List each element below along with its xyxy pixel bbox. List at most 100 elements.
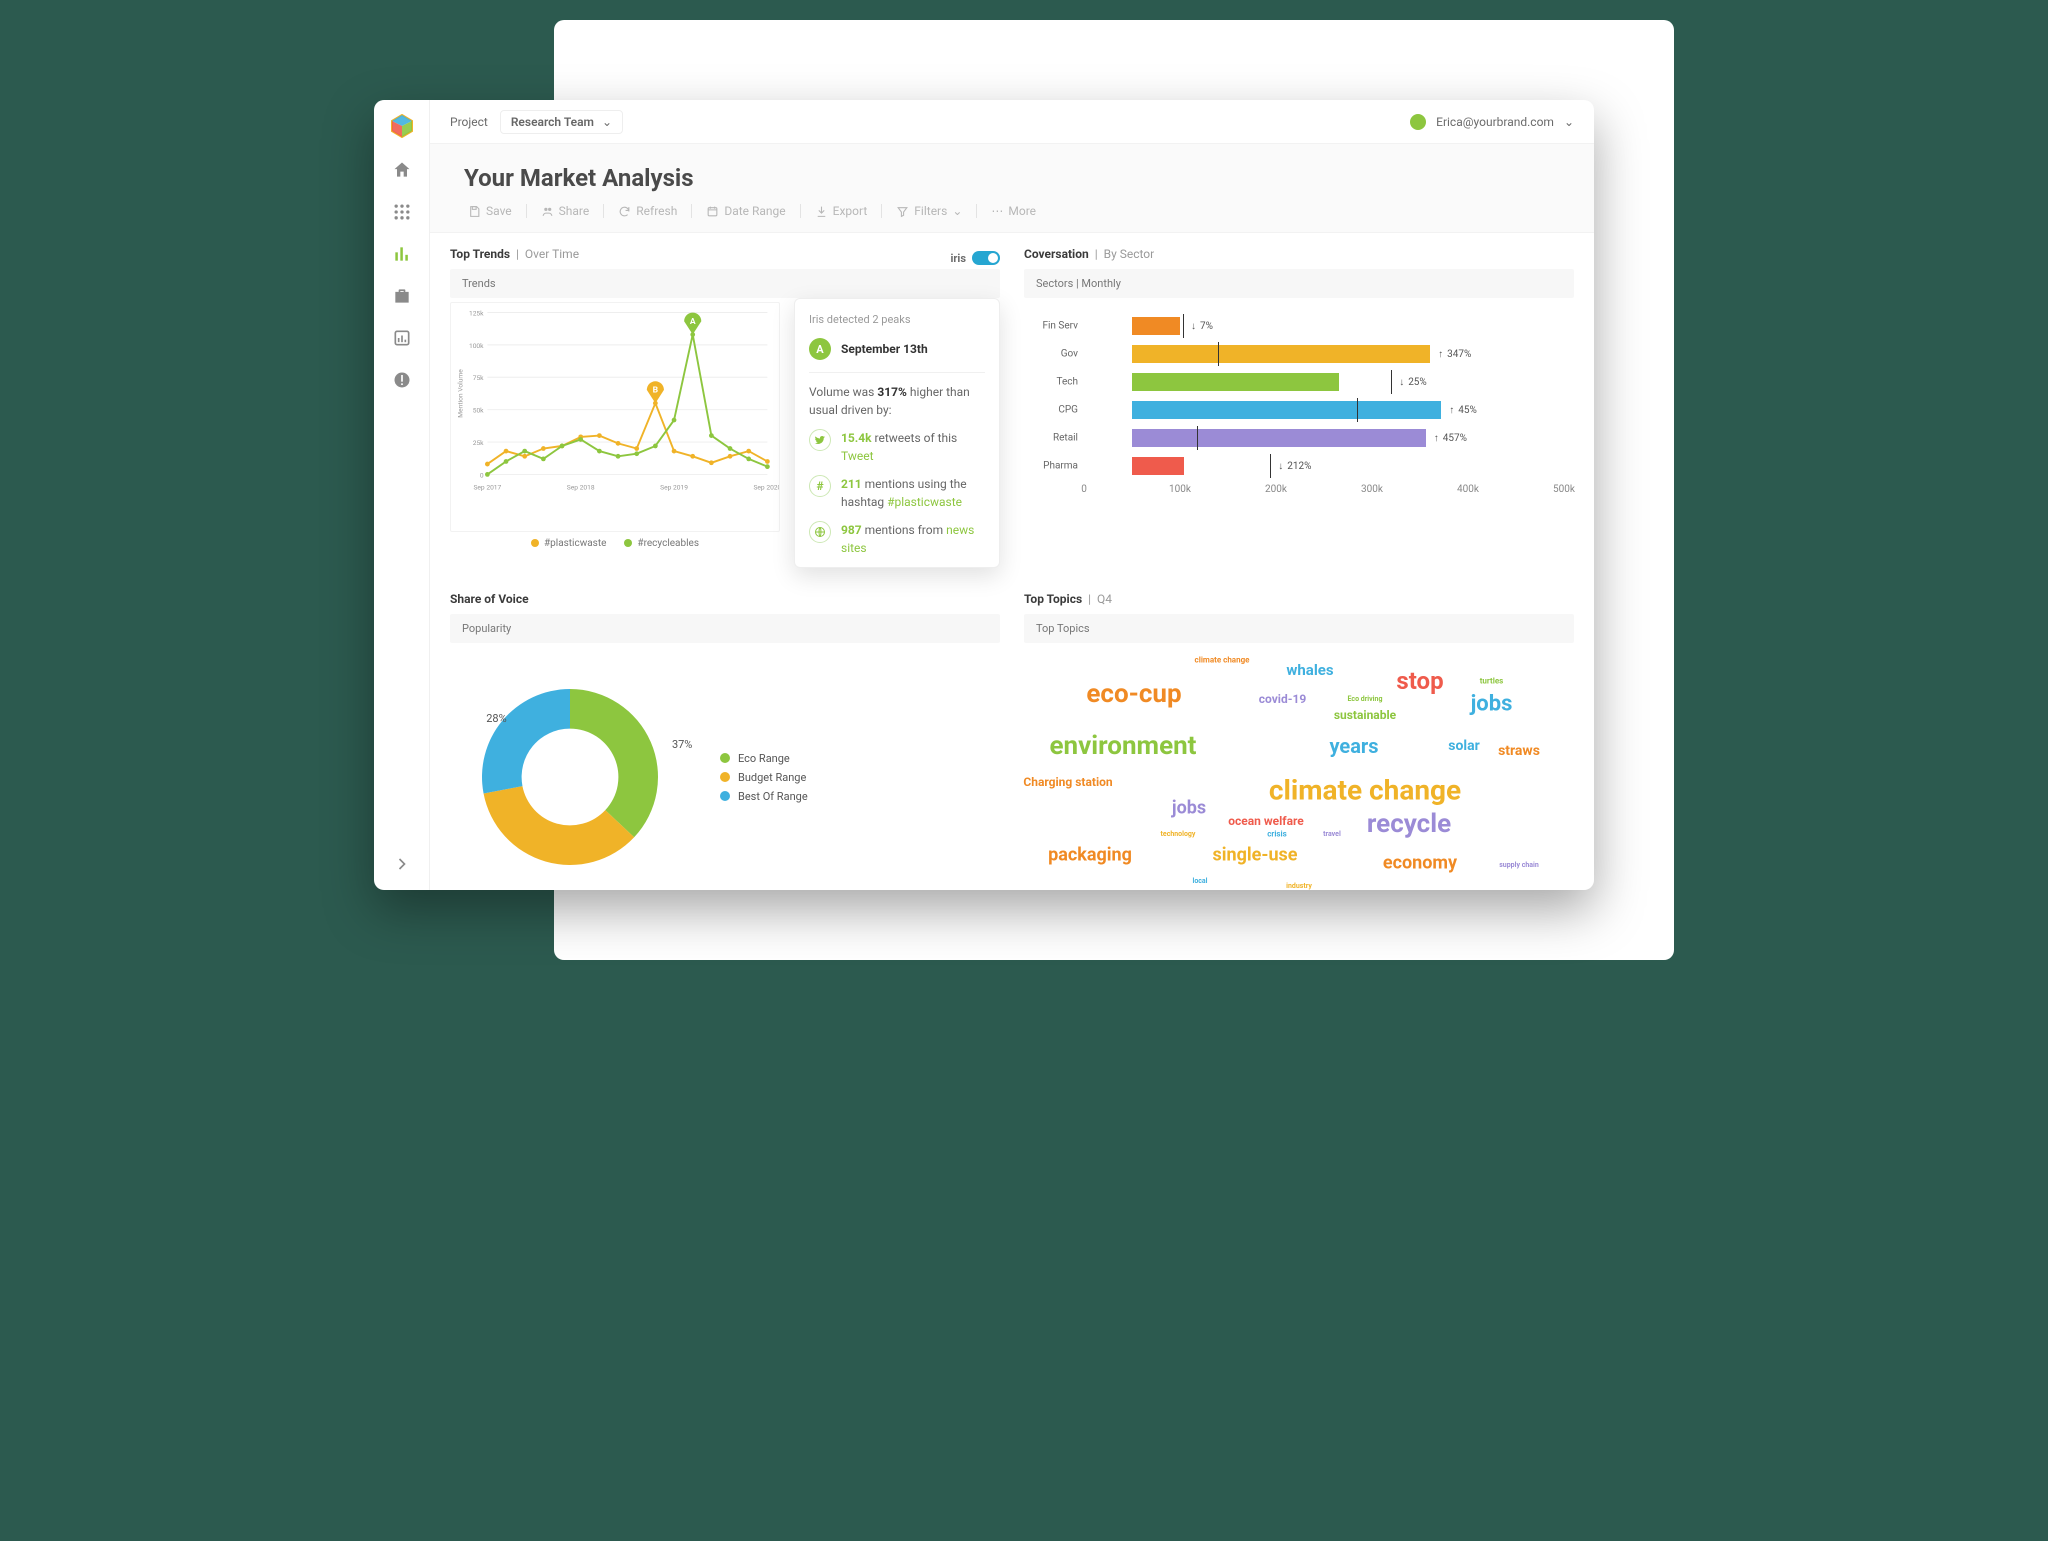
project-select-value: Research Team — [511, 115, 594, 129]
sector-bar-label: Retail — [1030, 433, 1078, 444]
app-window: Project Research Team ⌄ Erica@yourbrand.… — [374, 100, 1594, 890]
iris-link[interactable]: #plasticwaste — [887, 495, 962, 509]
wordcloud-term[interactable]: stop — [1396, 667, 1443, 695]
iris-summary: Volume was 317% higher than usual driven… — [809, 383, 985, 419]
nav-home-icon[interactable] — [392, 160, 412, 180]
trends-panel: Top Trends | Over Time iris Trends — [450, 247, 1000, 568]
sector-bar-label: Fin Serv — [1030, 321, 1078, 332]
wordcloud-term[interactable]: jobs — [1172, 798, 1206, 819]
page-header: Your Market Analysis Save Share Refresh — [430, 144, 1594, 233]
wordcloud-term[interactable]: turtles — [1480, 676, 1504, 685]
donut-legend-item: Budget Range — [720, 771, 808, 784]
wordcloud-term[interactable]: straws — [1498, 743, 1540, 759]
wordcloud-term[interactable]: environment — [1050, 731, 1197, 761]
svg-text:Sep 2020: Sep 2020 — [753, 484, 779, 492]
more-button[interactable]: ⋯ More — [987, 202, 1040, 220]
sidebar-expand-icon[interactable] — [392, 854, 412, 874]
voice-title: Share of Voice — [450, 592, 529, 606]
iris-toggle[interactable]: iris — [950, 251, 1000, 265]
svg-text:Sep 2019: Sep 2019 — [660, 484, 688, 492]
sector-bar-label: Gov — [1030, 349, 1078, 360]
donut-legend-item: Best Of Range — [720, 790, 808, 803]
share-button[interactable]: Share — [537, 202, 594, 220]
voice-legend: Eco Range Budget Range Best Of Range — [720, 746, 808, 809]
peak-badge-icon: A — [809, 338, 831, 360]
svg-text:0: 0 — [480, 471, 484, 479]
globe-icon — [809, 521, 831, 543]
project-select[interactable]: Research Team ⌄ — [500, 110, 623, 134]
user-email: Erica@yourbrand.com — [1436, 115, 1554, 129]
wordcloud-term[interactable]: years — [1329, 734, 1378, 758]
sector-subhead: Sectors | Monthly — [1024, 269, 1574, 298]
wordcloud-term[interactable]: industry — [1286, 882, 1312, 890]
sector-bar-row: CPG ↑45% — [1084, 396, 1564, 424]
iris-insight-row: 987 mentions from news sites — [809, 511, 985, 557]
filters-button[interactable]: Filters ⌄ — [892, 202, 966, 220]
sector-bar-row: Pharma ↓212% — [1084, 452, 1564, 480]
svg-text:Sep 2017: Sep 2017 — [473, 484, 501, 492]
svg-text:A: A — [690, 317, 696, 327]
trends-subtitle: Over Time — [525, 247, 579, 261]
sector-panel: Coversation | By Sector Sectors | Monthl… — [1024, 247, 1574, 568]
wordcloud-term[interactable]: whales — [1286, 661, 1333, 679]
export-button[interactable]: Export — [811, 202, 872, 220]
topics-wordcloud: climate change eco-cup environment recycle s… — [1024, 647, 1574, 890]
daterange-button[interactable]: Date Range — [702, 202, 789, 220]
wordcloud-term[interactable]: Charging station — [1023, 775, 1112, 789]
nav-alerts-icon[interactable] — [392, 370, 412, 390]
wordcloud-term[interactable]: climate change — [1269, 774, 1461, 807]
wordcloud-term[interactable]: eco-cup — [1086, 679, 1181, 709]
wordcloud-term[interactable]: technology — [1161, 830, 1196, 838]
page-title: Your Market Analysis — [464, 164, 1560, 192]
svg-text:25k: 25k — [473, 439, 484, 447]
nav-analytics-icon[interactable] — [392, 244, 412, 264]
voice-donut-chart: 37%35%28% — [460, 667, 680, 887]
hash-icon: # — [809, 475, 831, 497]
sector-bar-row: Tech ↓25% — [1084, 368, 1564, 396]
iris-link[interactable]: Tweet — [841, 449, 874, 463]
save-button[interactable]: Save — [464, 202, 516, 220]
topics-panel: Top Topics | Q4 Top Topics climate chang… — [1024, 592, 1574, 890]
wordcloud-term[interactable]: covid-19 — [1259, 692, 1306, 706]
wordcloud-term[interactable]: sustainable — [1334, 708, 1396, 722]
wordcloud-term[interactable]: local — [1192, 877, 1207, 885]
wordcloud-term[interactable]: single-use — [1212, 845, 1297, 866]
nav-apps-icon[interactable] — [392, 202, 412, 222]
wordcloud-term[interactable]: economy — [1383, 852, 1457, 873]
wordcloud-term[interactable]: climate change — [1195, 656, 1250, 665]
svg-text:50k: 50k — [473, 407, 484, 415]
iris-insight-card: Iris detected 2 peaks A September 13th V… — [794, 298, 1000, 568]
wordcloud-term[interactable]: solar — [1448, 738, 1479, 754]
wordcloud-term[interactable]: jobs — [1471, 692, 1513, 717]
topics-subtitle: Q4 — [1097, 592, 1112, 606]
legend-item: #recycleables — [624, 538, 699, 549]
refresh-button[interactable]: Refresh — [614, 202, 681, 220]
user-menu[interactable]: Erica@yourbrand.com ⌄ — [1410, 114, 1574, 130]
voice-panel: Share of Voice Popularity 37%35%28% Eco … — [450, 592, 1000, 890]
wordcloud-term[interactable]: travel — [1323, 830, 1341, 838]
sector-bar-label: Tech — [1030, 377, 1078, 388]
wordcloud-term[interactable]: recycle — [1367, 809, 1451, 839]
sector-bar-row: Fin Serv ↓7% — [1084, 312, 1564, 340]
wordcloud-term[interactable]: supply chain — [1499, 861, 1539, 869]
trends-title: Top Trends — [450, 247, 510, 261]
nav-briefcase-icon[interactable] — [392, 286, 412, 306]
chevron-down-icon: ⌄ — [602, 115, 612, 129]
nav-reports-icon[interactable] — [392, 328, 412, 348]
sector-bar-label: CPG — [1030, 405, 1078, 416]
wordcloud-term[interactable]: Eco driving — [1348, 695, 1383, 703]
topbar: Project Research Team ⌄ Erica@yourbrand.… — [430, 100, 1594, 144]
wordcloud-term[interactable]: ocean welfare — [1228, 814, 1304, 828]
dots-icon: ⋯ — [991, 204, 1003, 218]
sidebar — [374, 100, 430, 890]
sector-bar-row: Retail ↑457% — [1084, 424, 1564, 452]
toggle-switch-icon — [972, 251, 1000, 265]
wordcloud-term[interactable]: crisis — [1267, 830, 1287, 839]
donut-legend-item: Eco Range — [720, 752, 808, 765]
project-label: Project — [450, 115, 488, 129]
chevron-down-icon: ⌄ — [1564, 115, 1574, 129]
topics-subhead: Top Topics — [1024, 614, 1574, 643]
wordcloud-term[interactable]: packaging — [1048, 845, 1132, 866]
donut-pct-label: 28% — [486, 712, 506, 725]
sector-bar-row: Gov ↑347% — [1084, 340, 1564, 368]
